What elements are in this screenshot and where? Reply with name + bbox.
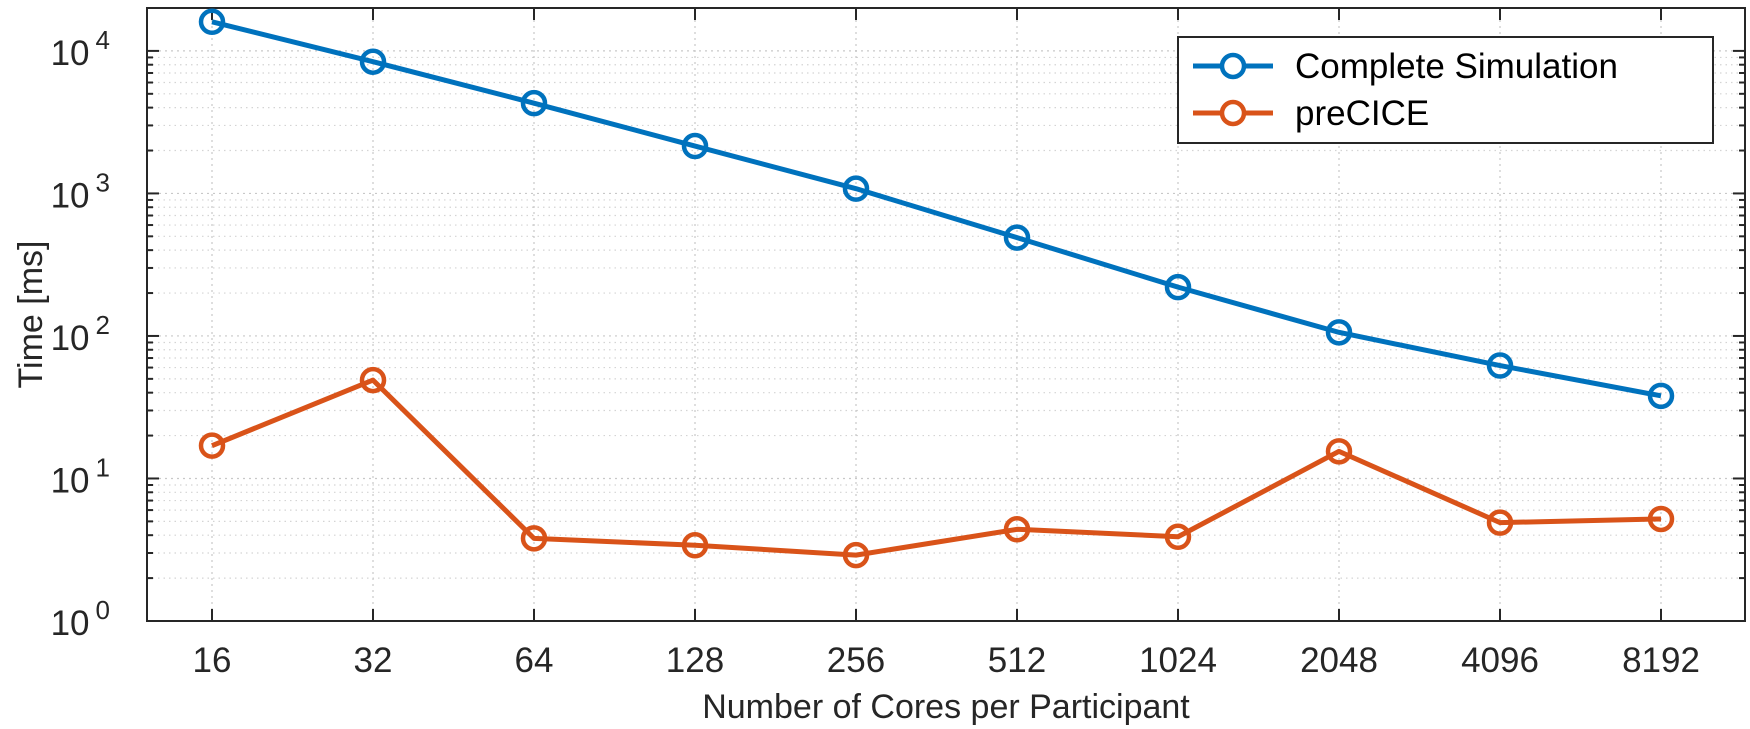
y-tick-label: 10 0	[51, 595, 110, 643]
y-tick-label: 10 2	[51, 310, 110, 358]
data-point	[520, 525, 548, 552]
series-line	[211, 19, 1662, 399]
axis-ticks	[147, 7, 1745, 622]
data-point	[1003, 224, 1031, 251]
legend-box	[1177, 36, 1714, 144]
data-point	[1164, 273, 1192, 301]
x-tick-label: 1024	[1139, 641, 1217, 680]
data-point	[1003, 516, 1031, 543]
data-point	[1486, 352, 1514, 379]
data-point	[842, 541, 870, 569]
data-point	[1486, 509, 1514, 536]
x-tick-label: 512	[988, 641, 1046, 680]
x-tick-label: 8192	[1622, 641, 1700, 680]
y-tick-label: 10 3	[51, 167, 110, 215]
data-point	[520, 89, 548, 117]
x-tick-label: 64	[515, 641, 554, 680]
data-point	[198, 8, 226, 36]
legend-marker	[1219, 52, 1247, 80]
x-tick-label: 16	[193, 641, 232, 680]
series-0	[198, 8, 1675, 410]
data-point	[681, 132, 709, 160]
data-point	[1164, 523, 1192, 551]
x-tick-label: 128	[666, 641, 724, 680]
x-axis-label: Number of Cores per Participant	[702, 688, 1190, 726]
data-point	[1647, 382, 1675, 410]
data-point	[842, 175, 870, 202]
data-point	[198, 432, 226, 459]
x-tick-label: 2048	[1300, 641, 1378, 680]
data-point	[359, 366, 387, 394]
data-point	[681, 532, 709, 559]
data-point	[359, 48, 387, 75]
x-tick-label: 32	[354, 641, 393, 680]
y-tick-label: 10 4	[51, 25, 110, 73]
data-point	[1647, 505, 1675, 533]
legend-label: preCICE	[1295, 94, 1429, 133]
y-axis-label: Time [ms]	[12, 241, 50, 389]
data-point	[1325, 319, 1353, 346]
legend: Complete Simulation preCICE	[1177, 36, 1714, 144]
x-tick-label: 4096	[1461, 641, 1539, 680]
series-layer	[198, 8, 1675, 569]
data-point	[1325, 438, 1353, 465]
plot-area	[146, 7, 1746, 622]
series-1	[198, 366, 1675, 569]
x-tick-label: 256	[827, 641, 885, 680]
legend-marker	[1219, 99, 1247, 127]
x-axis-tick-labels: 16 32 64 128 256 512 1024 2048 4096 8192	[193, 641, 1700, 680]
y-tick-label: 10 1	[51, 452, 110, 500]
legend-label: Complete Simulation	[1295, 47, 1618, 86]
series-line	[211, 377, 1662, 558]
